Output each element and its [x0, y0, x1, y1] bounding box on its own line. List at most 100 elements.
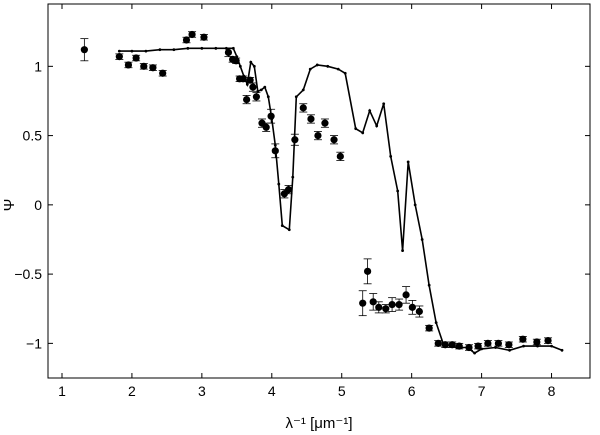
axis-ticks	[48, 4, 590, 378]
data-point	[132, 54, 140, 62]
model-line-point	[361, 131, 365, 135]
data-point	[115, 53, 123, 61]
x-tick-label: 5	[338, 383, 346, 399]
model-line-point	[256, 89, 260, 93]
data-point	[159, 69, 167, 77]
data-point	[484, 339, 492, 347]
model-line-point	[396, 189, 400, 193]
model-line-point	[401, 249, 404, 252]
model-line-point	[473, 351, 477, 355]
y-tick-label: −0.5	[14, 266, 42, 282]
data-point	[80, 46, 88, 54]
model-line-point	[245, 82, 249, 86]
x-tick-label: 6	[408, 383, 416, 399]
data-point	[200, 33, 208, 41]
data-point	[369, 298, 377, 306]
x-tick-label: 1	[58, 383, 66, 399]
model-line-point	[249, 60, 253, 64]
model-line-point	[186, 46, 190, 50]
model-line-point	[508, 348, 511, 352]
x-tick-label: 7	[478, 383, 486, 399]
plot-frame	[47, 3, 591, 379]
data-point	[267, 112, 275, 120]
model-line-point	[427, 283, 431, 287]
y-tick-label: 1	[34, 58, 42, 74]
data-point	[415, 307, 423, 316]
x-tick-label: 2	[128, 383, 136, 399]
model-line-point	[301, 88, 305, 92]
model-line-point	[494, 346, 497, 349]
model-line-point	[413, 203, 417, 207]
x-tick-label: 8	[548, 383, 556, 399]
y-tick-labels: −1 −0.5 0 0.5 1	[14, 58, 42, 351]
data-point	[330, 136, 338, 144]
y-tick-label: 0	[34, 197, 42, 213]
model-line-point	[434, 321, 438, 324]
data-point	[455, 342, 463, 350]
model-line-point	[144, 49, 148, 53]
data-points-layer	[80, 30, 553, 352]
data-point	[519, 335, 527, 343]
model-line-point	[375, 124, 379, 128]
data-point	[149, 64, 157, 72]
model-line-layer	[117, 46, 564, 355]
model-line-point	[158, 48, 162, 52]
model-line-point	[550, 344, 553, 348]
model-line-point	[252, 64, 256, 68]
data-point	[382, 305, 390, 313]
data-point	[314, 131, 322, 140]
data-point	[505, 341, 513, 349]
data-point	[425, 324, 433, 332]
data-point	[434, 339, 442, 347]
model-line-point	[382, 102, 386, 106]
y-axis-label: Ψ	[1, 199, 18, 212]
model-line	[119, 47, 563, 355]
model-line-point	[231, 46, 235, 50]
model-line-point	[172, 48, 176, 52]
model-line-point	[238, 64, 242, 68]
model-line-point	[214, 46, 218, 50]
data-point	[321, 119, 329, 127]
data-point	[402, 291, 410, 299]
data-point	[243, 95, 251, 104]
data-point	[124, 61, 133, 69]
data-point	[224, 48, 233, 57]
model-line-point	[336, 67, 340, 71]
model-line-point	[354, 127, 358, 131]
data-point	[474, 342, 482, 350]
x-tick-label: 3	[198, 383, 206, 399]
x-axis-label: λ⁻¹ [μm⁻¹]	[286, 415, 353, 432]
model-line-point	[560, 348, 564, 352]
data-point	[448, 341, 456, 349]
model-line-point	[326, 64, 330, 68]
model-line-point	[200, 46, 204, 50]
model-line-point	[266, 95, 270, 99]
data-point	[291, 136, 299, 144]
model-line-point	[522, 344, 525, 348]
model-line-point	[406, 160, 410, 164]
model-line-point	[130, 49, 134, 53]
data-point	[375, 303, 383, 311]
data-point	[271, 147, 279, 155]
data-point	[408, 303, 416, 311]
data-point	[441, 341, 449, 349]
data-point	[246, 76, 254, 84]
data-point	[262, 123, 270, 131]
data-point	[307, 115, 315, 123]
model-line-point	[389, 154, 393, 158]
model-line-point	[368, 109, 372, 113]
model-line-point	[287, 228, 291, 232]
model-line-point	[308, 67, 312, 71]
data-point	[182, 36, 191, 44]
model-line-point	[280, 224, 284, 228]
data-point	[299, 104, 307, 112]
data-point	[284, 186, 293, 194]
data-point	[359, 299, 367, 307]
x-tick-label: 4	[268, 383, 276, 399]
data-point	[465, 343, 473, 352]
data-point	[395, 300, 403, 309]
model-line-point	[117, 49, 121, 53]
data-point	[388, 300, 396, 309]
